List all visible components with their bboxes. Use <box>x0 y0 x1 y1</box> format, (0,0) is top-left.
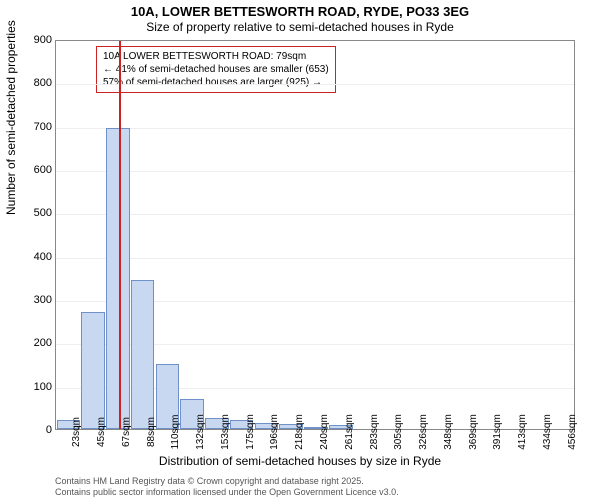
x-tick-label: 132sqm <box>195 414 206 450</box>
gridline <box>56 214 574 215</box>
y-tick-label: 700 <box>34 121 52 133</box>
x-tick-label: 391sqm <box>492 414 503 450</box>
x-tick-label: 261sqm <box>344 414 355 450</box>
y-tick-label: 200 <box>34 337 52 349</box>
info-box-line3: 57% of semi-detached houses are larger (… <box>103 76 329 89</box>
x-tick-label: 196sqm <box>269 414 280 450</box>
chart-container: 10A, LOWER BETTESWORTH ROAD, RYDE, PO33 … <box>0 0 600 500</box>
gridline <box>56 171 574 172</box>
x-tick-label: 45sqm <box>96 417 107 447</box>
gridline <box>56 84 574 85</box>
y-tick-label: 300 <box>34 294 52 306</box>
y-axis-label: Number of semi-detached properties <box>4 20 18 215</box>
footer-copyright: Contains HM Land Registry data © Crown c… <box>55 476 364 486</box>
y-tick-label: 500 <box>34 207 52 219</box>
y-tick-label: 900 <box>34 34 52 46</box>
plot-area: 10A LOWER BETTESWORTH ROAD: 79sqm ← 41% … <box>55 40 575 430</box>
x-tick-label: 456sqm <box>567 414 578 450</box>
x-tick-label: 153sqm <box>220 414 231 450</box>
x-tick-label: 283sqm <box>369 414 380 450</box>
x-tick-label: 218sqm <box>294 414 305 450</box>
y-tick-label: 600 <box>34 164 52 176</box>
x-tick-label: 369sqm <box>468 414 479 450</box>
x-axis-label: Distribution of semi-detached houses by … <box>0 454 600 468</box>
gridline <box>56 128 574 129</box>
x-tick-label: 240sqm <box>319 414 330 450</box>
x-tick-label: 67sqm <box>121 417 132 447</box>
x-tick-label: 434sqm <box>542 414 553 450</box>
x-tick-label: 23sqm <box>71 417 82 447</box>
x-tick-label: 305sqm <box>393 414 404 450</box>
histogram-bar <box>131 280 155 430</box>
info-box-line1: 10A LOWER BETTESWORTH ROAD: 79sqm <box>103 50 329 63</box>
x-tick-label: 326sqm <box>418 414 429 450</box>
y-tick-label: 100 <box>34 381 52 393</box>
y-tick-label: 800 <box>34 77 52 89</box>
x-tick-label: 110sqm <box>170 415 181 450</box>
info-box: 10A LOWER BETTESWORTH ROAD: 79sqm ← 41% … <box>96 46 336 93</box>
x-tick-label: 175sqm <box>245 414 256 450</box>
x-tick-label: 348sqm <box>443 414 454 450</box>
histogram-bar <box>106 128 130 429</box>
y-tick-label: 0 <box>46 424 52 436</box>
gridline <box>56 258 574 259</box>
x-tick-label: 413sqm <box>517 414 528 450</box>
property-marker-line <box>119 41 121 429</box>
footer-licence: Contains public sector information licen… <box>55 487 399 497</box>
y-tick-label: 400 <box>34 251 52 263</box>
chart-subtitle: Size of property relative to semi-detach… <box>0 20 600 34</box>
chart-title: 10A, LOWER BETTESWORTH ROAD, RYDE, PO33 … <box>0 4 600 19</box>
info-box-line2: ← 41% of semi-detached houses are smalle… <box>103 63 329 76</box>
histogram-bar <box>81 312 105 429</box>
x-tick-label: 88sqm <box>146 417 157 447</box>
